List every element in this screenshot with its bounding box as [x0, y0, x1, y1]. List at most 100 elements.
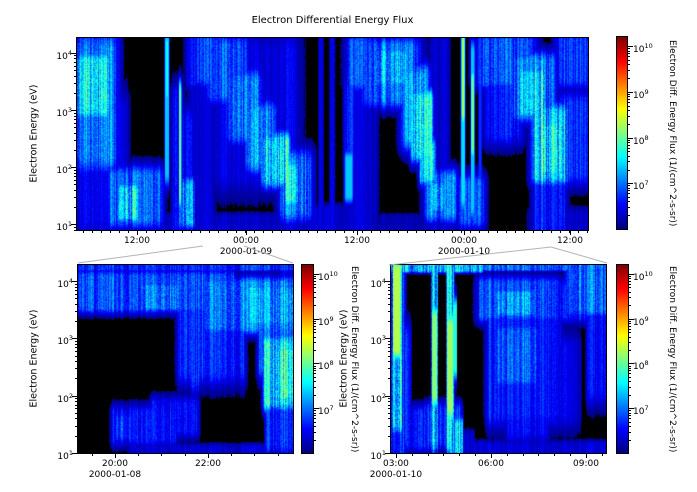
colorbar-minor-tick	[627, 53, 630, 54]
y-minor-tick	[75, 426, 78, 427]
y-minor-tick	[75, 401, 78, 402]
x-minor-tick	[506, 230, 507, 233]
y-minor-tick	[75, 405, 78, 406]
colorbar-minor-tick	[313, 387, 316, 388]
y-minor-tick	[388, 344, 391, 345]
colorbar-minor-tick	[313, 329, 316, 330]
colorbar-minor-tick	[313, 276, 316, 277]
y-minor-tick	[75, 298, 78, 299]
x-minor-tick	[128, 230, 129, 233]
y-tick-label: 104	[370, 277, 386, 290]
y-minor-tick	[74, 184, 77, 185]
y-minor-tick	[75, 408, 78, 409]
colorbar-tick-label: 108	[633, 134, 649, 147]
colorbar-major-tick	[627, 92, 633, 93]
colorbar-minor-tick	[313, 377, 316, 378]
x-minor-tick	[491, 453, 492, 456]
colorbar-minor-tick	[627, 170, 630, 171]
colorbar-minor-tick	[628, 373, 631, 374]
x-minor-tick	[371, 230, 372, 233]
y-minor-tick	[74, 55, 77, 56]
x-tick-date-label: 2000-01-10	[369, 470, 423, 480]
y-minor-tick	[74, 230, 77, 231]
colorbar-minor-tick	[628, 281, 631, 282]
y-minor-tick	[75, 436, 78, 437]
y-minor-tick	[74, 76, 77, 77]
colorbar-minor-tick	[313, 321, 316, 322]
x-minor-tick	[137, 230, 138, 233]
x-minor-tick	[587, 230, 588, 233]
colorbar-minor-tick	[313, 410, 316, 411]
y-tick-label: 102	[56, 163, 72, 176]
colorbar-minor-tick	[627, 215, 630, 216]
colorbar-minor-tick	[313, 292, 316, 293]
x-minor-tick	[542, 230, 543, 233]
x-minor-tick	[396, 453, 397, 456]
y-minor-tick	[74, 140, 77, 141]
spectrogram-panel-inset-jan10-morning	[390, 264, 607, 454]
colorbar-minor-tick	[628, 370, 631, 371]
x-minor-tick	[523, 453, 524, 456]
colorbar-tick-label: 1010	[633, 270, 653, 283]
colorbar-tick-label: 109	[633, 88, 649, 101]
y-minor-tick	[388, 398, 391, 399]
colorbar-minor-tick	[313, 366, 316, 367]
colorbar-minor-tick	[313, 332, 316, 333]
colorbar-minor-tick	[313, 418, 316, 419]
x-minor-tick	[115, 453, 116, 456]
y-major-tick	[72, 453, 78, 454]
y-minor-tick	[75, 304, 78, 305]
y-tick-label: 103	[57, 334, 73, 347]
x-minor-tick	[461, 230, 462, 233]
y-minor-tick	[388, 287, 391, 288]
y-minor-tick	[75, 341, 78, 342]
x-tick-date-label: 2000-01-10	[437, 247, 491, 257]
x-minor-tick	[155, 230, 156, 233]
x-minor-tick	[290, 230, 291, 233]
x-minor-tick	[416, 230, 417, 233]
spectrogram-panel-inset-jan08-evening	[77, 264, 294, 454]
x-minor-tick	[586, 453, 587, 456]
colorbar-tick-label: 107	[633, 179, 649, 192]
colorbar-minor-tick	[628, 381, 631, 382]
colorbar-major-tick	[627, 183, 633, 184]
x-minor-tick	[164, 230, 165, 233]
spectrogram-panel-overview	[76, 37, 589, 231]
x-minor-tick	[161, 453, 162, 456]
x-minor-tick	[138, 453, 139, 456]
colorbar-minor-tick	[313, 287, 316, 288]
x-minor-tick	[83, 230, 84, 233]
colorbar-major-tick	[627, 46, 633, 47]
x-tick-label: 00:00	[233, 236, 259, 246]
colorbar-minor-tick	[628, 323, 631, 324]
colorbar-major-tick	[628, 319, 634, 320]
x-tick-label: 20:00	[102, 459, 128, 469]
y-minor-tick	[75, 287, 78, 288]
y-minor-tick	[388, 294, 391, 295]
colorbar-minor-tick	[313, 323, 316, 324]
y-minor-tick	[74, 133, 77, 134]
zoom-connector	[550, 246, 608, 264]
y-minor-tick	[74, 176, 77, 177]
y-minor-tick	[74, 93, 77, 94]
colorbar-minor-tick	[628, 332, 631, 333]
x-minor-tick	[407, 230, 408, 233]
x-minor-tick	[443, 453, 444, 456]
colorbar-minor-tick	[628, 292, 631, 293]
colorbar-minor-tick	[628, 329, 631, 330]
x-minor-tick	[227, 230, 228, 233]
y-tick-label: 104	[57, 277, 73, 290]
x-minor-tick	[398, 230, 399, 233]
colorbar-minor-tick	[628, 297, 631, 298]
x-minor-tick	[475, 453, 476, 456]
y-minor-tick	[74, 116, 77, 117]
x-minor-tick	[101, 230, 102, 233]
x-tick-label: 12:00	[557, 236, 583, 246]
x-minor-tick	[254, 230, 255, 233]
spectrogram-canvas-inset-jan10-morning	[391, 265, 606, 453]
x-minor-tick	[353, 230, 354, 233]
y-tick-label: 101	[57, 449, 73, 462]
x-minor-tick	[119, 230, 120, 233]
x-minor-tick	[209, 230, 210, 233]
colorbar-label: Electron Diff. Energy Flux (1/(cm^2-s-sr…	[667, 39, 677, 227]
